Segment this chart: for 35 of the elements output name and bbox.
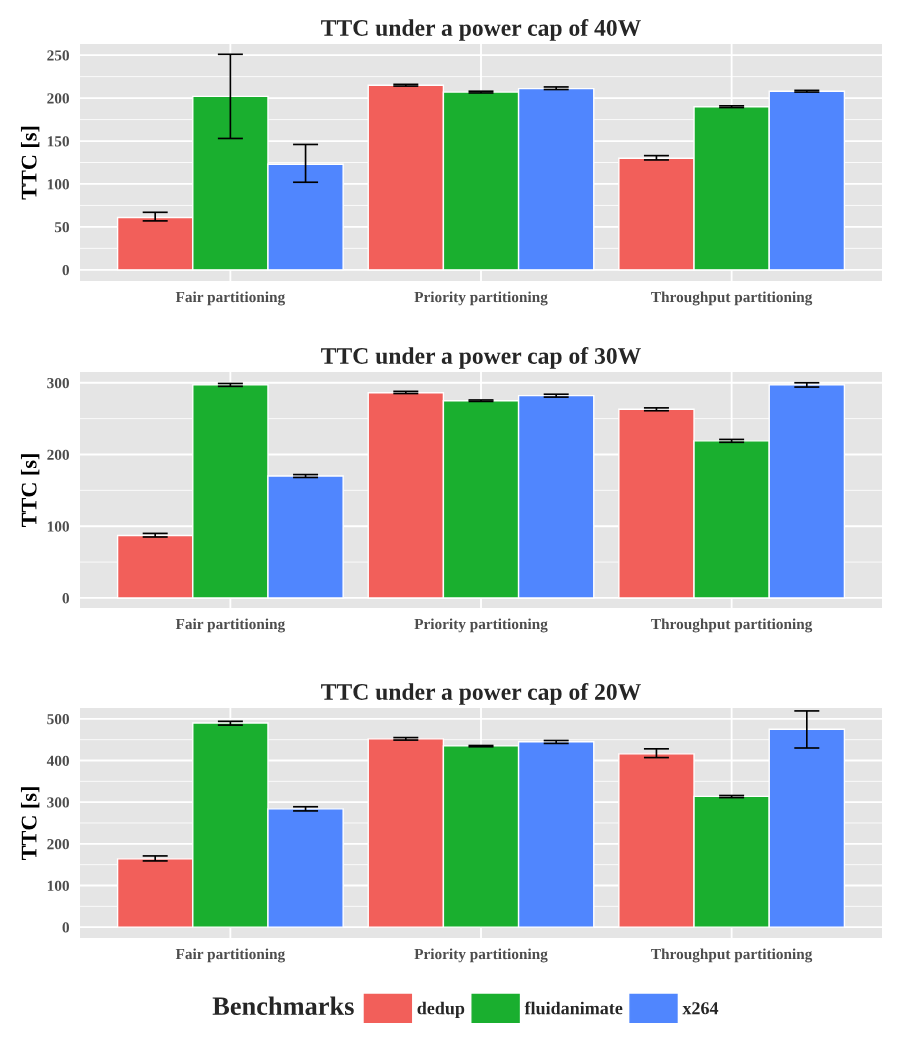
y-tick-label: 300 [47, 377, 69, 389]
y-tick-label: 100 [47, 179, 69, 190]
legend-label: dedup [417, 1001, 465, 1019]
y-axis-title: TTC [s] [20, 454, 40, 527]
y-tick-label: 0 [62, 264, 69, 276]
y-tick-label: 300 [47, 797, 69, 808]
x-tick-label: Fair partitioning [175, 291, 286, 306]
y-tick-label: 100 [47, 880, 69, 891]
y-tick-label: 50 [54, 222, 69, 233]
y-axis-title: TTC [s] [20, 126, 40, 200]
legend-title: Benchmarks [212, 996, 354, 1016]
x-tick-label: Fair partitioning [175, 618, 286, 633]
y-tick-label: 100 [47, 521, 69, 532]
legend-label: fluidanimate [524, 1001, 623, 1015]
x-tick-label: Throughput partitioning [651, 948, 813, 963]
y-tick-label: 0 [62, 593, 69, 604]
y-tick-label: 0 [62, 922, 69, 933]
x-tick-label: Throughput partitioning [651, 618, 813, 633]
y-tick-label: 150 [47, 136, 69, 147]
y-tick-label: 400 [46, 755, 69, 766]
y-tick-label: 250 [47, 50, 69, 61]
x-tick-label: Priority partitioning [414, 618, 548, 633]
y-axis-title: TTC [s] [20, 787, 40, 860]
x-tick-label: Fair partitioning [175, 948, 286, 963]
x-tick-label: Throughput partitioning [651, 291, 813, 306]
y-tick-label: 200 [47, 838, 69, 850]
chart-title: TTC under a power cap of 30W [321, 347, 641, 369]
x-tick-label: Priority partitioning [414, 948, 548, 963]
chart-title: TTC under a power cap of 20W [321, 683, 641, 705]
y-tick-label: 500 [47, 713, 69, 725]
x-tick-label: Priority partitioning [414, 291, 548, 306]
legend-label: x264 [682, 1002, 719, 1015]
y-tick-label: 200 [47, 449, 69, 460]
chart-title: TTC under a power cap of 40W [321, 19, 641, 41]
y-tick-label: 200 [47, 93, 69, 104]
